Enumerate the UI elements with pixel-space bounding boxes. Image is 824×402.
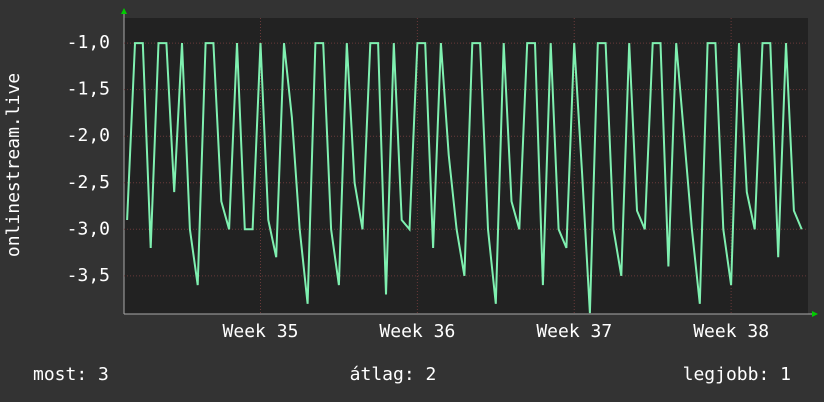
data-line [126,42,803,314]
x-arrow [812,311,818,317]
footer-best: legjobb: 1 [683,364,791,385]
y-arrow [121,8,127,14]
y-tick-label: -1,5 [67,79,110,100]
y-tick-label: -2,0 [67,125,110,146]
footer-average: átlag: 2 [350,364,437,385]
footer-current: most: 3 [33,364,109,385]
x-tick-label: Week 38 [693,321,769,342]
x-tick-label: Week 36 [379,321,455,342]
y-tick-label: -1,0 [67,32,110,53]
y-tick-label: -3,0 [67,218,110,239]
y-axis-label: onlinestream.live [3,73,24,257]
plot-area [124,18,808,314]
y-tick-label: -2,5 [67,172,110,193]
x-tick-label: Week 37 [536,321,612,342]
y-tick-label: -3,5 [67,265,110,286]
x-tick-label: Week 35 [223,321,299,342]
